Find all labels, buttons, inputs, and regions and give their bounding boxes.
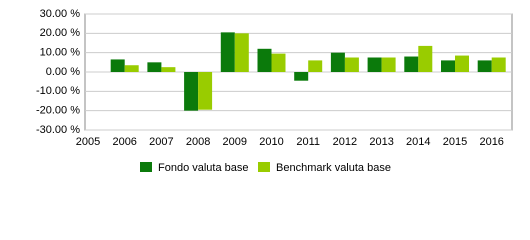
bar [404, 56, 419, 72]
x-tick-label: 2015 [443, 136, 467, 148]
legend-swatch [258, 162, 270, 172]
bar [220, 32, 235, 72]
bar [257, 48, 272, 72]
bar [344, 57, 359, 72]
x-tick-label: 2013 [369, 136, 393, 148]
chart: -30.00 % -20.00 % -10.00 % 0.00 % 10.00 % 20.… [36, 8, 513, 174]
x-tick-label: 2010 [259, 136, 283, 148]
x-tick-label: 2014 [406, 136, 430, 148]
x-tick-label: 2016 [479, 136, 503, 148]
x-tick-label: 2012 [333, 136, 357, 148]
bar [198, 72, 213, 110]
bar [110, 59, 125, 72]
x-tick-label: 2007 [149, 136, 173, 148]
y-tick-label: -20.00 % [36, 105, 80, 117]
y-tick-label: 30.00 % [40, 8, 81, 20]
legend-swatch [140, 162, 152, 172]
legend-label: Benchmark valuta base [276, 162, 391, 174]
y-tick-label: 20.00 % [40, 27, 81, 39]
x-tick-label: 2011 [296, 136, 320, 148]
x-tick-label: 2008 [186, 136, 210, 148]
y-tick-label: -10.00 % [36, 85, 80, 97]
bar [294, 72, 309, 81]
bar [441, 60, 455, 72]
bar [455, 55, 469, 72]
bar [491, 57, 506, 72]
bar [418, 45, 433, 72]
y-tick-label: -30.00 % [36, 124, 80, 136]
bar [308, 60, 323, 72]
x-tick-label: 2006 [112, 136, 136, 148]
bar [147, 62, 162, 72]
bar [381, 57, 396, 72]
x-tick-label: 2009 [223, 136, 247, 148]
bar [367, 57, 382, 72]
y-tick-label: 10.00 % [40, 47, 81, 59]
bar [330, 52, 345, 72]
x-tick-label: 2005 [76, 136, 100, 148]
bar [124, 65, 139, 72]
bar [271, 53, 286, 72]
bar [234, 33, 249, 72]
y-tick-label: 0.00 % [46, 66, 80, 78]
bar [161, 67, 176, 72]
bar [477, 60, 492, 72]
bar [184, 72, 199, 111]
legend-label: Fondo valuta base [158, 162, 249, 174]
